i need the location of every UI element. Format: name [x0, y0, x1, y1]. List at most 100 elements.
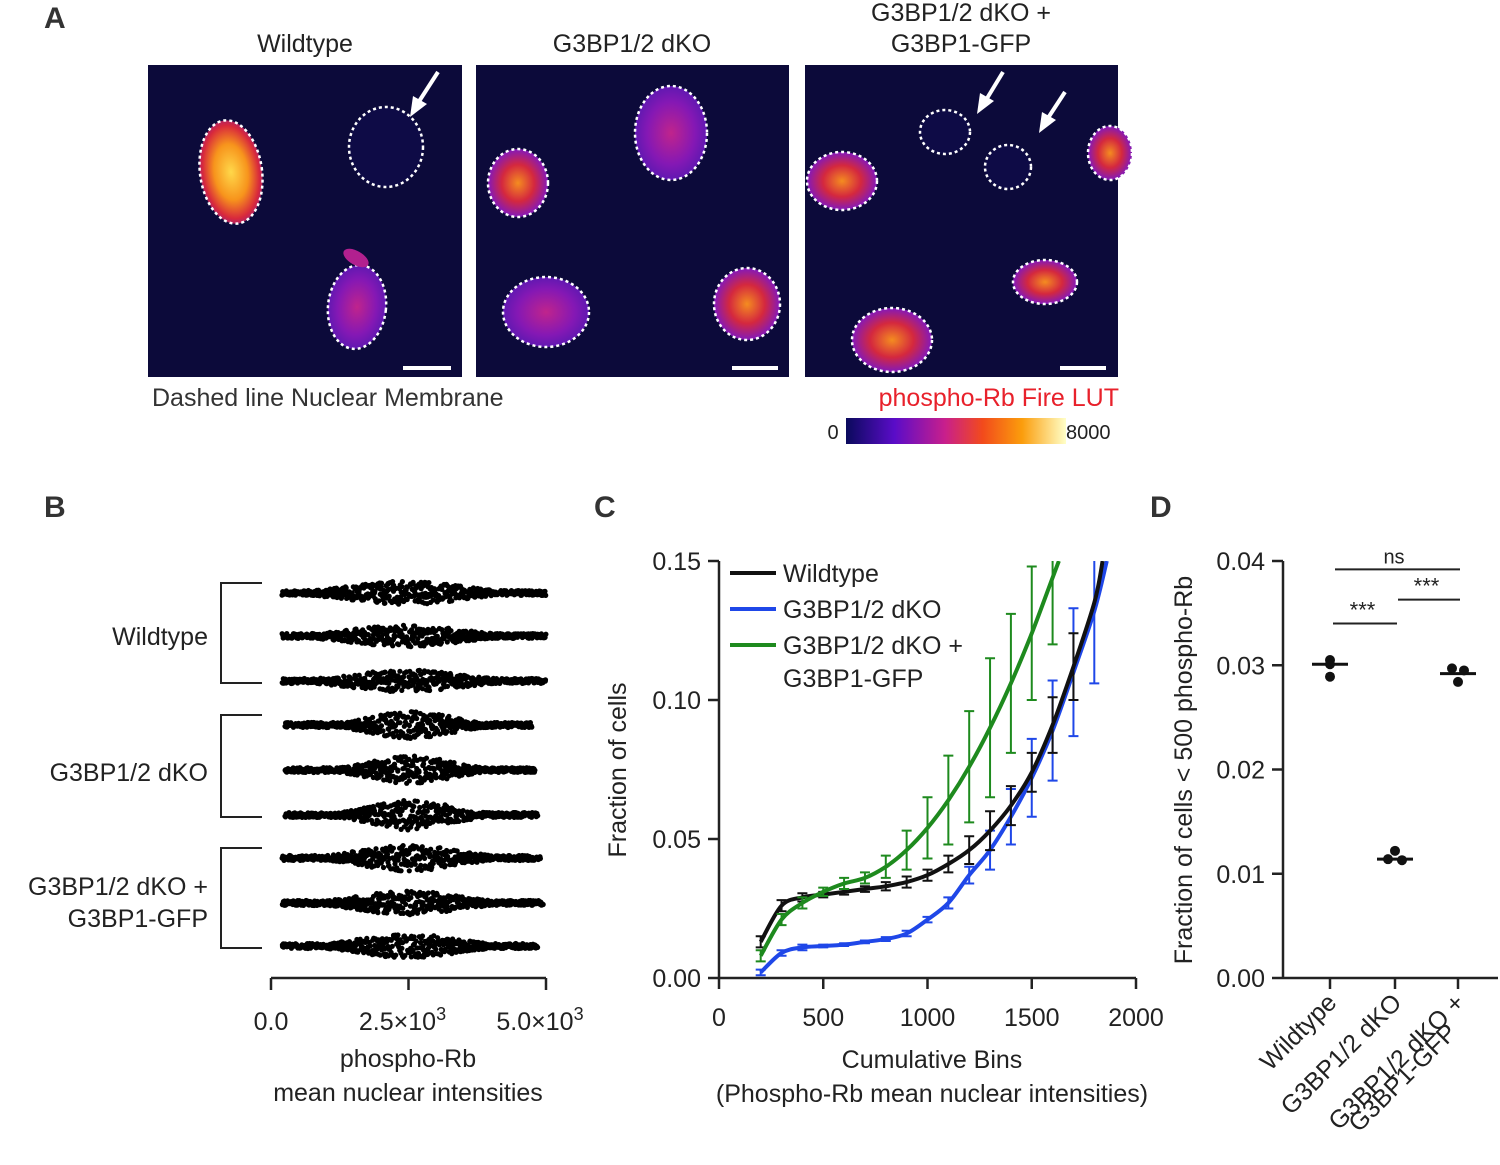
swarm-point [405, 714, 411, 720]
swarm-point [385, 894, 391, 900]
x-tick-label: 0 [712, 1004, 726, 1032]
swarm-point [399, 808, 405, 814]
nucleus-negative [347, 105, 425, 189]
swarm-point [388, 627, 394, 634]
swarm-point [386, 680, 392, 687]
swarm-point [392, 633, 398, 640]
swarm-point [395, 932, 401, 938]
swarm-point [380, 728, 386, 734]
swarm-row [279, 932, 541, 960]
swarm-point [351, 685, 357, 691]
swarm-point [372, 588, 378, 595]
swarm-point [406, 722, 412, 729]
legend-label: G3BP1-GFP [783, 665, 923, 693]
swarm-point [400, 843, 406, 849]
swarm-point [428, 777, 434, 784]
group-bracket [220, 582, 262, 684]
nucleus-fragment [343, 248, 369, 268]
swarm-point [408, 644, 414, 650]
y-tick-label: 0.01 [1216, 861, 1265, 889]
swarm-point [413, 773, 419, 779]
nucleus-negative-1 [918, 108, 972, 156]
arrow-icon [977, 70, 1005, 114]
swarm-row [282, 798, 541, 833]
swarm-point [444, 683, 451, 690]
swarm-point [412, 623, 418, 629]
swarm-point [485, 676, 492, 682]
swarm-point [358, 593, 364, 599]
panel-letter-d: D [1150, 491, 1172, 524]
swarm-point [399, 579, 405, 585]
scale-bar [403, 366, 451, 370]
data-point [1397, 855, 1407, 866]
swarm-point [408, 895, 414, 901]
swarm-point [419, 844, 425, 850]
image-title: G3BP1/2 dKO [553, 30, 711, 58]
swarm-point [380, 864, 387, 871]
legend-label: G3BP1/2 dKO + [783, 632, 963, 660]
data-point [1447, 663, 1457, 674]
swarm-point [413, 709, 419, 715]
swarm-point [403, 901, 409, 908]
swarm-point [417, 804, 423, 811]
swarm-point [392, 817, 398, 823]
swarm-point [446, 713, 452, 720]
swarm-point [460, 808, 466, 814]
swarm-point [422, 855, 428, 862]
swarm-point [386, 593, 392, 599]
swarm-point [430, 597, 436, 603]
nucleus-negative-2 [983, 143, 1033, 191]
swarm-point [540, 901, 546, 908]
swarm-point [535, 944, 541, 951]
swarm-point [427, 733, 434, 740]
x-tick-label: 1000 [900, 1004, 956, 1032]
swarm-row [279, 667, 549, 695]
swarm-point [397, 720, 403, 726]
nucleus-bright [198, 119, 264, 225]
data-point [1390, 845, 1400, 856]
swarm-point [419, 686, 426, 692]
swarm-point [420, 722, 426, 728]
swarm-point [370, 714, 376, 721]
swarm-row [279, 579, 549, 607]
swarm-point [542, 677, 549, 683]
swarm-point [535, 813, 541, 819]
swarm-point [411, 803, 417, 810]
data-point [1325, 659, 1335, 670]
swarm-point [382, 600, 388, 606]
swarm-point [410, 762, 416, 768]
x-tick-label: 0.0 [254, 1008, 289, 1036]
swarm-point [376, 598, 382, 604]
swarm-point [444, 729, 450, 735]
arrow-icon [410, 70, 440, 117]
swarm-point [382, 669, 388, 675]
lut-min-label: 0 [827, 422, 838, 444]
swarm-point [375, 910, 381, 916]
swarm-point [414, 798, 420, 804]
swarm-point [387, 778, 393, 784]
swarm-point [451, 760, 457, 766]
x-tick-label: 2000 [1108, 1004, 1164, 1032]
swarm-point [401, 591, 408, 598]
significance-label: *** [1350, 598, 1376, 623]
swarm-point [380, 631, 386, 638]
micrograph-rescue [805, 65, 1134, 377]
swarm-point [385, 759, 391, 765]
swarm-point [409, 808, 415, 814]
swarm-point [447, 759, 453, 765]
swarm-point [391, 734, 397, 740]
swarm-point [415, 636, 421, 642]
swarm-point [419, 933, 426, 939]
swarm-point [395, 684, 401, 690]
y-tick-label: 0.03 [1216, 652, 1265, 680]
swarm-point [393, 952, 399, 958]
lut-title: phospho-Rb Fire LUT [879, 384, 1119, 412]
y-tick-label: 0.05 [652, 826, 701, 854]
swarm-point [423, 755, 430, 761]
nucleus-left [486, 147, 550, 219]
nucleus-top [633, 84, 709, 182]
swarm-point [537, 855, 544, 862]
